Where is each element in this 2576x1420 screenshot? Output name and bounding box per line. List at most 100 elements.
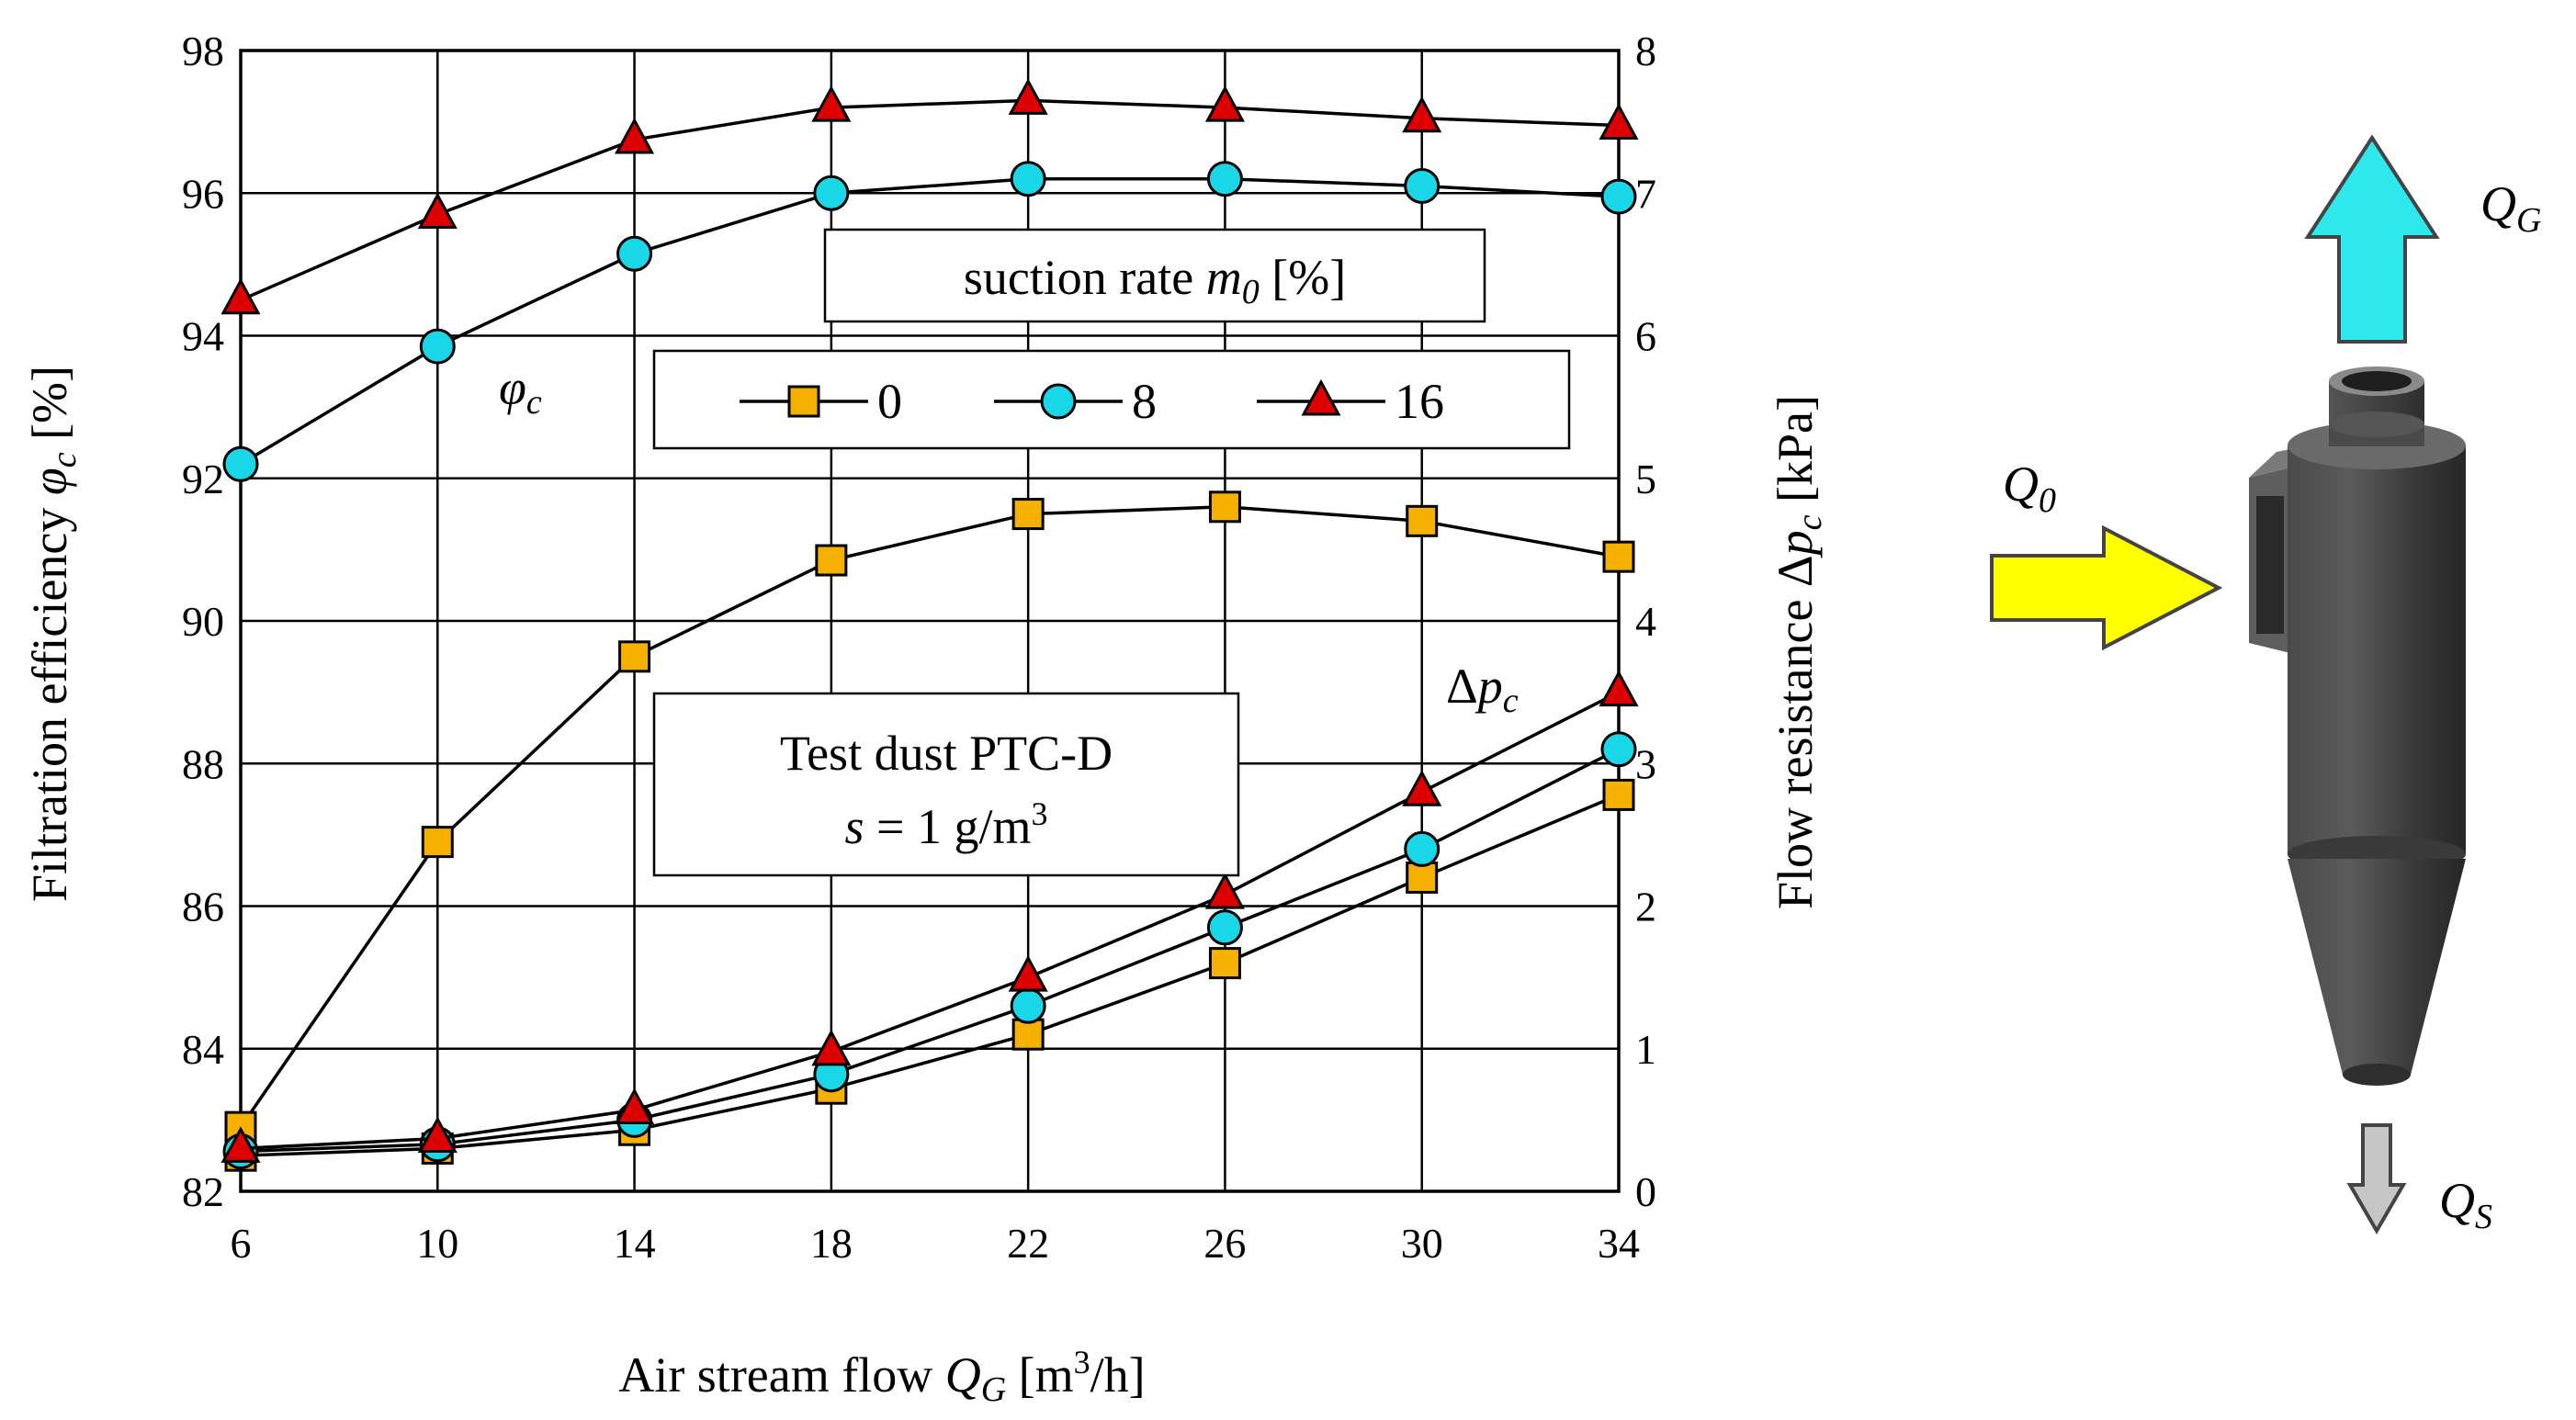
test-dust-box: Test dust PTC-D s = 1 g/m3 — [652, 692, 1240, 877]
data-point — [1008, 954, 1048, 992]
series-line — [240, 176, 1620, 466]
data-point — [1010, 161, 1046, 197]
data-point — [1406, 504, 1439, 537]
data-point — [616, 235, 653, 272]
x-axis-label: Air stream flow QG [m3/h] — [618, 1344, 1145, 1409]
data-point — [421, 826, 454, 859]
data-point — [1204, 85, 1245, 122]
series-left-0 — [224, 490, 1635, 1144]
data-point — [1208, 490, 1241, 524]
legend-marker — [787, 385, 820, 418]
y-right-tick-label: 5 — [1635, 456, 1656, 502]
series-line — [240, 691, 1620, 1151]
y-left-tick-label: 90 — [182, 598, 224, 645]
legend-marker — [1301, 378, 1341, 416]
data-point — [1404, 830, 1441, 867]
data-point — [615, 1088, 655, 1125]
right-y-axis-label: Flow resistance Δpc [kPa] — [1768, 395, 1829, 909]
legend-title: suction rate m0 [%] — [964, 250, 1346, 311]
data-point — [1208, 947, 1241, 980]
data-point — [222, 445, 259, 482]
y-right-tick-label: 6 — [1635, 313, 1656, 360]
data-point — [1602, 540, 1635, 573]
data-point — [220, 277, 261, 315]
y-right-tick-label: 4 — [1635, 598, 1656, 645]
series-left-16 — [220, 78, 1639, 315]
data-point — [417, 192, 458, 230]
left-y-axis-label: Filtration efficiency φc [%] — [22, 366, 84, 902]
x-tick-label: 34 — [1598, 1220, 1640, 1267]
data-point — [1402, 770, 1442, 806]
data-point — [1008, 78, 1048, 115]
x-tick-label: 22 — [1007, 1220, 1049, 1267]
data-series — [220, 78, 1639, 1172]
series-left-8 — [222, 161, 1637, 482]
legend-title-box: suction rate m0 [%] — [823, 228, 1486, 323]
solids-outlet-arrow — [2346, 1123, 2407, 1234]
data-point — [1206, 161, 1243, 197]
legend-marker — [1040, 383, 1077, 420]
solids-outlet-label: QS — [2439, 1173, 2492, 1236]
y-left-tick-label: 86 — [182, 884, 224, 930]
test-dust-line1: Test dust PTC-D — [780, 726, 1113, 781]
gas-outlet-arrow — [2304, 134, 2440, 344]
y-right-tick-label: 2 — [1635, 884, 1656, 930]
data-point — [1602, 778, 1635, 811]
data-point — [615, 117, 655, 154]
series-line — [239, 505, 1620, 1129]
legend-label: 0 — [877, 374, 902, 429]
data-point — [1011, 1018, 1045, 1051]
data-point — [1402, 96, 1442, 133]
series-line — [240, 748, 1620, 1154]
legend-label: 16 — [1395, 374, 1444, 429]
data-point — [813, 175, 850, 211]
x-tick-label: 6 — [231, 1220, 252, 1267]
legend-label: 8 — [1132, 374, 1157, 429]
tick-labels: 6 10 14 18 22 26 30 348284868890929496980123456… — [182, 28, 1656, 1267]
inlet-label: Q0 — [2003, 456, 2056, 520]
data-point — [1404, 167, 1441, 204]
legend-item-0: 0 — [740, 374, 902, 429]
y-left-tick-label: 96 — [182, 170, 224, 217]
y-left-tick-label: 98 — [182, 28, 224, 74]
cyclone-cone — [2288, 859, 2466, 1075]
cyclone-diagram: QG Q0 QS — [1990, 134, 2541, 1236]
series-line — [240, 793, 1620, 1157]
y-left-tick-label: 84 — [182, 1026, 224, 1073]
annotation-delta-p-c: Δpc — [1446, 659, 1519, 720]
y-left-tick-label: 92 — [182, 456, 224, 502]
y-right-tick-label: 7 — [1635, 170, 1656, 217]
series-line — [240, 98, 1620, 302]
y-right-tick-label: 8 — [1635, 28, 1656, 74]
data-point — [618, 640, 651, 673]
data-point — [1011, 498, 1045, 531]
plot-frame — [239, 49, 1621, 1193]
legend: 0 8 16 — [652, 349, 1571, 450]
data-point — [1206, 909, 1243, 946]
data-point — [1600, 731, 1637, 768]
data-point — [811, 1029, 852, 1066]
data-point — [220, 1126, 261, 1163]
data-point — [1204, 872, 1245, 909]
data-point — [417, 1116, 458, 1154]
data-point — [419, 328, 456, 365]
data-point — [1010, 987, 1046, 1024]
y-left-tick-label: 82 — [182, 1168, 224, 1215]
y-left-tick-label: 94 — [182, 313, 224, 360]
data-point — [1599, 103, 1639, 141]
x-tick-label: 26 — [1203, 1220, 1246, 1267]
cyclone-body — [2288, 445, 2466, 854]
legend-item-16: 16 — [1257, 374, 1444, 429]
x-tick-label: 14 — [614, 1220, 656, 1267]
x-tick-label: 10 — [416, 1220, 458, 1267]
y-right-tick-label: 0 — [1635, 1168, 1656, 1215]
data-point — [1406, 861, 1439, 894]
x-tick-label: 30 — [1401, 1220, 1443, 1267]
data-point — [1600, 178, 1637, 215]
annotation-phi-c: φc — [499, 360, 542, 422]
data-point — [815, 544, 848, 577]
y-left-tick-label: 88 — [182, 740, 224, 787]
gas-outlet-label: QG — [2480, 176, 2541, 240]
legend-item-8: 8 — [994, 374, 1157, 429]
